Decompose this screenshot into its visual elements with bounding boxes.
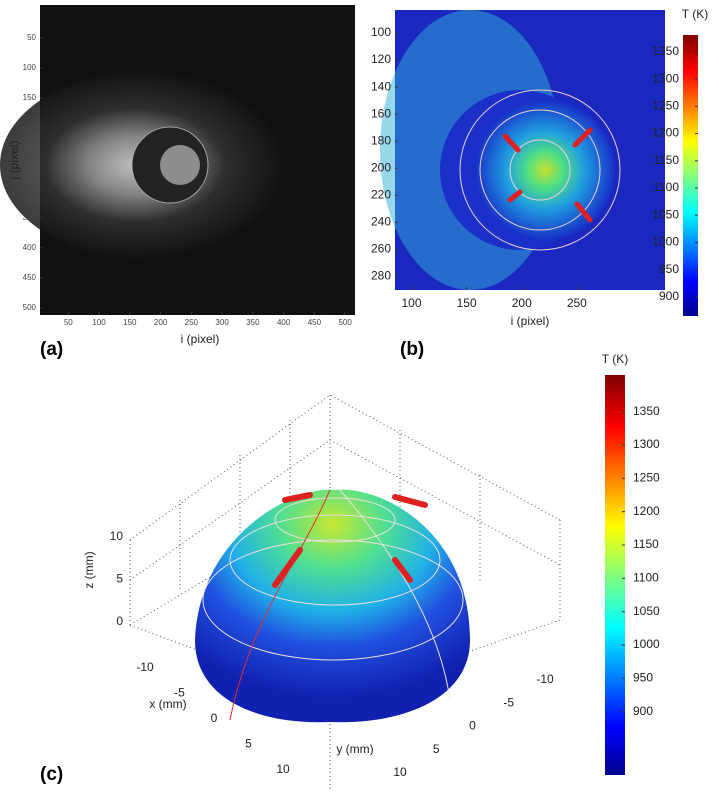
y-tick-label: 50: [27, 33, 36, 42]
x-tick-label: 350: [246, 318, 260, 327]
y-tick-label: 100: [23, 63, 37, 72]
y-tick-label: 180: [371, 133, 391, 147]
tick-label: 10: [276, 762, 290, 776]
colorbar-tick-label: 900: [633, 704, 653, 718]
y-tick-label: 120: [371, 52, 391, 66]
colorbar-tick-label: 900: [659, 289, 679, 303]
panel-label: (c): [40, 764, 63, 785]
y-tick-label: 140: [371, 79, 391, 93]
colorbar-b: [683, 35, 698, 316]
x-tick-label: 150: [123, 318, 137, 327]
x-tick-label: 200: [154, 318, 168, 327]
colorbar-tick-label: 1150: [653, 153, 679, 167]
y-tick-label: 280: [371, 269, 391, 283]
z-tick-label: 10: [110, 529, 124, 543]
colorbar-label: T (K): [602, 352, 628, 366]
colorbar-tick-label: 1350: [633, 404, 660, 418]
y-tick-label: 450: [23, 273, 37, 282]
tick-label: 0: [469, 719, 476, 733]
y-axis-label: y (mm): [336, 742, 373, 756]
x-axis-label: i (pixel): [511, 314, 550, 328]
panel-label: (a): [40, 339, 63, 360]
x-tick-label: 100: [92, 318, 106, 327]
tick-label: 0: [211, 711, 218, 725]
colorbar-label: T (K): [682, 7, 708, 21]
hot-region: [475, 100, 615, 240]
y-tick-label: 220: [371, 187, 391, 201]
y-tick-label: 240: [371, 215, 391, 229]
x-tick-label: 500: [338, 318, 352, 327]
colorbar-tick-label: 1150: [633, 537, 659, 551]
colorbar-tick-label: 1200: [633, 504, 660, 518]
colorbar-tick-label: 950: [633, 671, 653, 685]
y-tick-label: 160: [371, 106, 391, 120]
y-tick-label: 350: [23, 213, 37, 222]
tick-label: 5: [245, 737, 252, 751]
hot-spot: [160, 145, 200, 185]
tick-label: 5: [433, 742, 440, 756]
panel-label: (b): [400, 339, 424, 360]
colorbar-tick-label: 1200: [652, 126, 679, 140]
figure: (a) i (pixel) j (pixel) (b) i (pixel) T …: [0, 0, 719, 793]
tick-label: -5: [503, 695, 514, 709]
x-tick-label: 250: [185, 318, 199, 327]
colorbar-tick-label: 1250: [652, 99, 679, 113]
x-tick-label: 200: [512, 296, 532, 310]
x-tick-label: 400: [277, 318, 291, 327]
hemisphere: [195, 490, 470, 723]
colorbar-tick-label: 1300: [633, 437, 660, 451]
x-tick-label: 250: [567, 296, 587, 310]
z-tick-label: 0: [116, 614, 123, 628]
x-axis-label: i (pixel): [181, 332, 220, 346]
colorbar-tick-label: 1300: [652, 71, 679, 85]
tick-label: -10: [136, 660, 154, 674]
colorbar-tick-label: 1100: [633, 571, 659, 585]
tick-label: 10: [393, 765, 407, 779]
y-tick-label: 500: [23, 303, 37, 312]
colorbar-tick-label: 950: [659, 262, 679, 276]
colorbar-tick-label: 1000: [633, 637, 660, 651]
colorbar-tick-label: 1100: [653, 180, 679, 194]
y-tick-label: 400: [23, 243, 37, 252]
y-tick-label: 300: [23, 183, 37, 192]
colorbar-tick-label: 1050: [633, 604, 660, 618]
y-tick-label: 200: [371, 160, 391, 174]
y-tick-label: 200: [23, 123, 37, 132]
tick-label: -10: [536, 672, 554, 686]
x-tick-label: 450: [308, 318, 322, 327]
colorbar-tick-label: 1050: [652, 207, 679, 221]
z-tick-label: 5: [116, 572, 123, 586]
colorbar-c: [605, 375, 625, 775]
x-tick-label: 300: [215, 318, 229, 327]
y-tick-label: 150: [23, 93, 37, 102]
z-axis-label: z (mm): [82, 551, 96, 588]
x-tick-label: 50: [64, 318, 73, 327]
colorbar-tick-label: 1250: [633, 471, 660, 485]
y-tick-label: 100: [371, 25, 391, 39]
x-tick-label: 150: [457, 296, 477, 310]
y-tick-label: 250: [23, 153, 37, 162]
colorbar-tick-label: 1000: [652, 235, 679, 249]
colorbar-tick-label: 1350: [652, 44, 679, 58]
tick-label: -5: [174, 686, 185, 700]
x-tick-label: 100: [402, 296, 422, 310]
y-axis-label: j (pixel): [7, 141, 21, 181]
y-tick-label: 260: [371, 242, 391, 256]
